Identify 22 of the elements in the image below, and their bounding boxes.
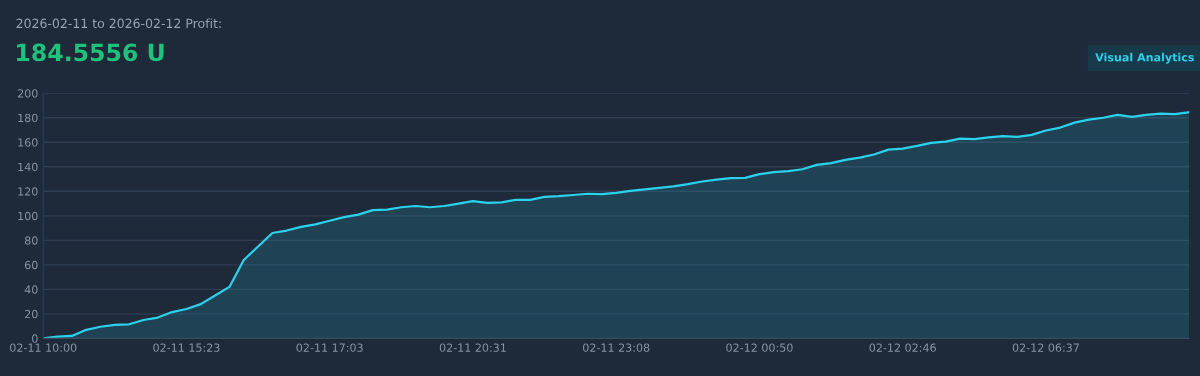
x-tick-label: 02-11 10:00: [10, 343, 77, 352]
x-tick-label: 02-11 20:31: [439, 343, 506, 352]
chart-title: 2026-02-11 to 2026-02-12 Profit:: [16, 18, 221, 29]
text: Visual Analytics: [1095, 52, 1194, 64]
x-tick-label: 02-12 02:46: [869, 343, 936, 352]
x-tick-label: 02-11 15:23: [153, 343, 220, 352]
x-tick-label: 02-12 00:50: [726, 343, 793, 352]
y-tick-label: 120: [18, 187, 38, 196]
y-tick-label: 160: [18, 138, 38, 147]
y-tick-label: 180: [18, 113, 38, 123]
y-tick-label: 140: [18, 162, 38, 172]
chart-subtitle: 184.5556 U: [17, 43, 164, 62]
y-tick-label: 0: [32, 334, 38, 343]
y-tick-label: 20: [25, 309, 38, 319]
x-tick-label: 02-12 06:37: [1012, 343, 1079, 352]
y-tick-label: 200: [17, 89, 38, 98]
y-tick-label: 80: [24, 236, 38, 245]
y-tick-label: 40: [24, 285, 38, 294]
y-tick-label: 60: [24, 260, 38, 270]
x-tick-label: 02-11 23:08: [583, 343, 650, 352]
x-tick-label: 02-11 17:03: [296, 343, 363, 352]
y-tick-label: 100: [18, 211, 38, 221]
